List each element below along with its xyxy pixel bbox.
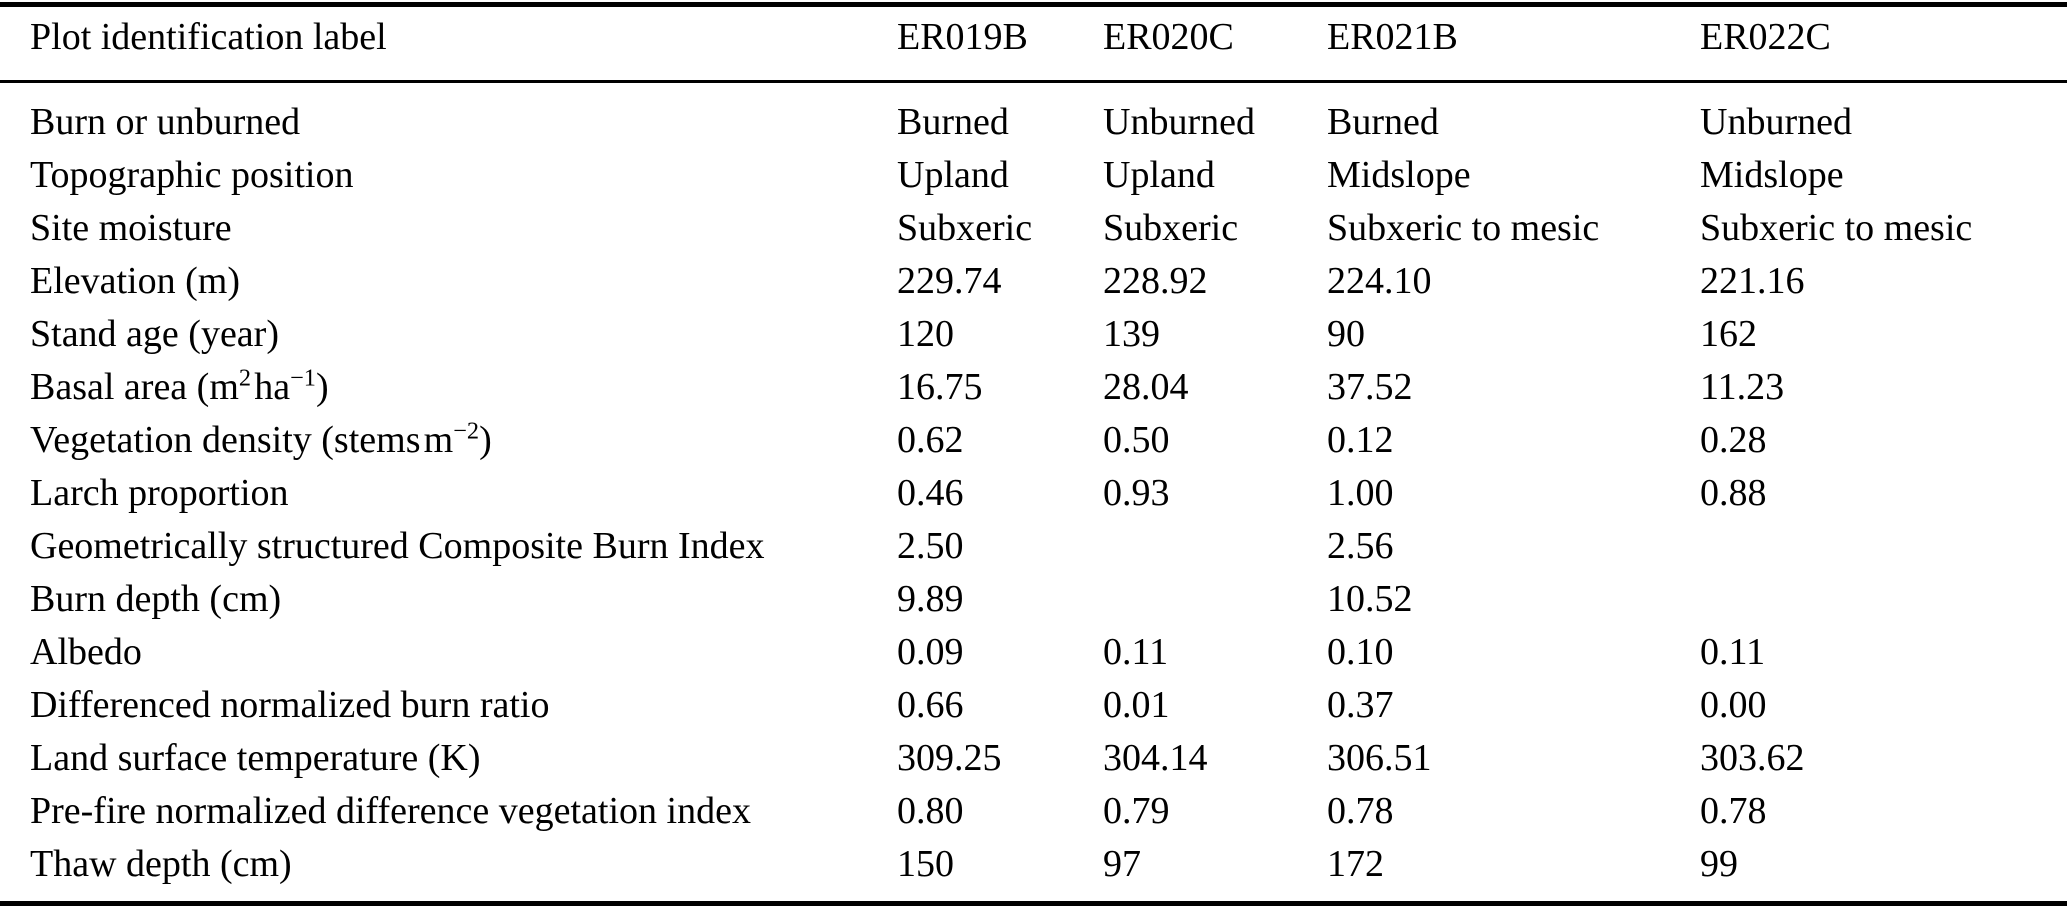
column-header: ER021B: [1327, 16, 1458, 58]
row-label: Burn or unburned: [30, 100, 301, 143]
cell-value: 228.92: [1103, 259, 1208, 302]
cell-value: 9.89: [897, 577, 964, 620]
cell-value: Subxeric: [897, 206, 1033, 249]
row-label: Elevation (m): [30, 259, 240, 302]
row-label: Site moisture: [30, 206, 232, 249]
table-header-rule: [0, 80, 2067, 83]
row-label: Vegetation density (stems m−2): [30, 416, 492, 461]
row-label: Land surface temperature (K): [30, 736, 481, 779]
cell-value: 37.52: [1327, 365, 1413, 408]
column-header: ER019B: [897, 16, 1028, 58]
cell-value: 11.23: [1700, 365, 1785, 408]
cell-value: 16.75: [897, 365, 983, 408]
cell-value: 0.62: [897, 418, 964, 461]
cell-value: 0.01: [1103, 683, 1170, 726]
cell-value: Midslope: [1327, 153, 1471, 196]
row-label: Burn depth (cm): [30, 577, 282, 620]
cell-value: Unburned: [1700, 100, 1852, 143]
table-bottom-rule: [0, 901, 2067, 906]
cell-value: 229.74: [897, 259, 1002, 302]
header-label: Plot identification label: [30, 16, 387, 58]
cell-value: 0.37: [1327, 683, 1394, 726]
table-body: Burn or unburned Burned Unburned Burned …: [0, 95, 2067, 890]
cell-value: Midslope: [1700, 153, 1844, 196]
cell-value: Unburned: [1103, 100, 1255, 143]
row-label: Albedo: [30, 630, 142, 673]
cell-value: 0.11: [1700, 630, 1766, 673]
cell-value: 139: [1103, 312, 1160, 355]
row-label: Basal area (m2 ha−1): [30, 363, 329, 408]
cell-value: 304.14: [1103, 736, 1208, 779]
cell-value: 2.50: [897, 524, 964, 567]
row-label: Stand age (year): [30, 312, 279, 355]
cell-value: 2.56: [1327, 524, 1394, 567]
cell-value: 0.78: [1327, 789, 1394, 832]
table-header-row: Plot identification label ER019B ER020C …: [0, 0, 2067, 74]
cell-value: 306.51: [1327, 736, 1432, 779]
row-label: Differenced normalized burn ratio: [30, 683, 550, 726]
cell-value: 0.78: [1700, 789, 1767, 832]
cell-value: 0.50: [1103, 418, 1170, 461]
cell-value: 221.16: [1700, 259, 1805, 302]
cell-value: 0.00: [1700, 683, 1767, 726]
table-top-rule: [0, 2, 2067, 7]
cell-value: 97: [1103, 842, 1141, 885]
cell-value: 303.62: [1700, 736, 1805, 779]
cell-value: 10.52: [1327, 577, 1413, 620]
cell-value: 1.00: [1327, 471, 1394, 514]
cell-value: Upland: [1103, 153, 1215, 196]
cell-value: 120: [897, 312, 954, 355]
column-header: ER020C: [1103, 16, 1234, 58]
cell-value: Burned: [897, 100, 1009, 143]
cell-value: 0.80: [897, 789, 964, 832]
cell-value: Subxeric to mesic: [1327, 206, 1600, 249]
column-header: ER022C: [1700, 16, 1831, 58]
cell-value: 0.46: [897, 471, 964, 514]
row-label: Topographic position: [30, 153, 354, 196]
cell-value: 309.25: [897, 736, 1002, 779]
cell-value: Burned: [1327, 100, 1439, 143]
cell-value: 0.88: [1700, 471, 1767, 514]
cell-value: 0.09: [897, 630, 964, 673]
row-label: Thaw depth (cm): [30, 842, 292, 885]
cell-value: Subxeric to mesic: [1700, 206, 1973, 249]
cell-value: 0.12: [1327, 418, 1394, 461]
cell-value: 99: [1700, 842, 1738, 885]
cell-value: 162: [1700, 312, 1757, 355]
cell-value: 224.10: [1327, 259, 1432, 302]
cell-value: 0.79: [1103, 789, 1170, 832]
cell-value: Upland: [897, 153, 1009, 196]
row-label: Pre-fire normalized difference vegetatio…: [30, 789, 751, 832]
cell-value: 0.66: [897, 683, 964, 726]
row-label: Geometrically structured Composite Burn …: [30, 524, 765, 567]
cell-value: 0.11: [1103, 630, 1169, 673]
cell-value: 0.28: [1700, 418, 1767, 461]
cell-value: 172: [1327, 842, 1384, 885]
cell-value: 90: [1327, 312, 1365, 355]
cell-value: 0.10: [1327, 630, 1394, 673]
cell-value: 150: [897, 842, 954, 885]
cell-value: 28.04: [1103, 365, 1189, 408]
cell-value: 0.93: [1103, 471, 1170, 514]
row-label: Larch proportion: [30, 471, 289, 514]
cell-value: Subxeric: [1103, 206, 1239, 249]
